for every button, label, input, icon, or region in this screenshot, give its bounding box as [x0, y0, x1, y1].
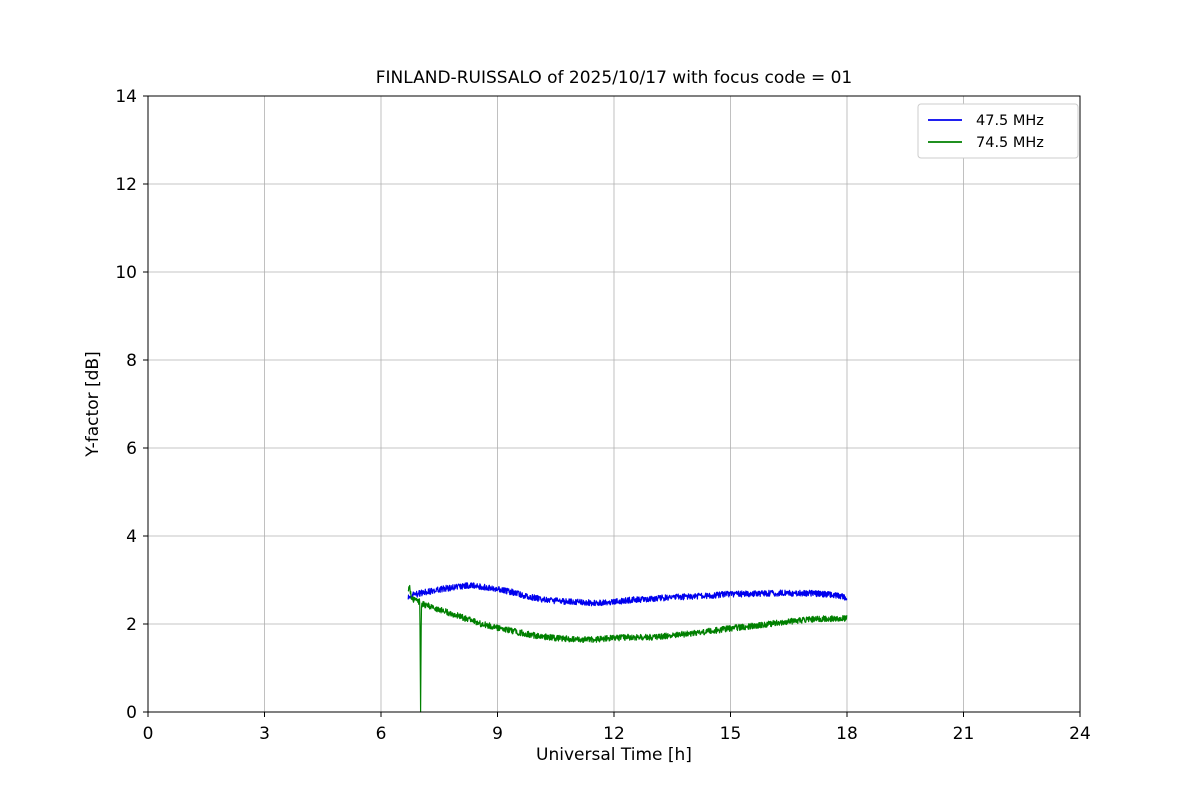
y-tick-label: 8 [126, 351, 137, 371]
x-tick-label: 9 [492, 724, 503, 744]
legend-box [917, 103, 1079, 159]
x-tick-label: 24 [1069, 724, 1091, 744]
y-tick-label: 2 [126, 615, 137, 635]
y-tick-label: 10 [115, 263, 137, 283]
x-tick-label: 18 [836, 724, 858, 744]
series-line-1 [407, 584, 848, 713]
x-axis-label: Universal Time [h] [536, 745, 692, 765]
y-tick-label: 4 [126, 527, 137, 547]
legend-label-0: 47.5 MHz [976, 113, 1044, 129]
series-line-0 [407, 582, 848, 607]
x-tick-label: 12 [603, 724, 625, 744]
chart-title: FINLAND-RUISSALO of 2025/10/17 with focu… [375, 68, 853, 88]
y-axis-label: Y-factor [dB] [83, 351, 103, 457]
y-tick-label: 6 [126, 439, 137, 459]
x-tick-label: 0 [143, 724, 154, 744]
y-tick-label: 12 [115, 175, 137, 195]
x-tick-label: 3 [259, 724, 270, 744]
x-tick-label: 15 [720, 724, 742, 744]
y-tick-label: 14 [115, 87, 137, 107]
y-tick-label: 0 [126, 703, 137, 723]
legend-label-1: 74.5 MHz [976, 135, 1044, 151]
x-tick-label: 21 [953, 724, 975, 744]
x-tick-label: 6 [376, 724, 387, 744]
